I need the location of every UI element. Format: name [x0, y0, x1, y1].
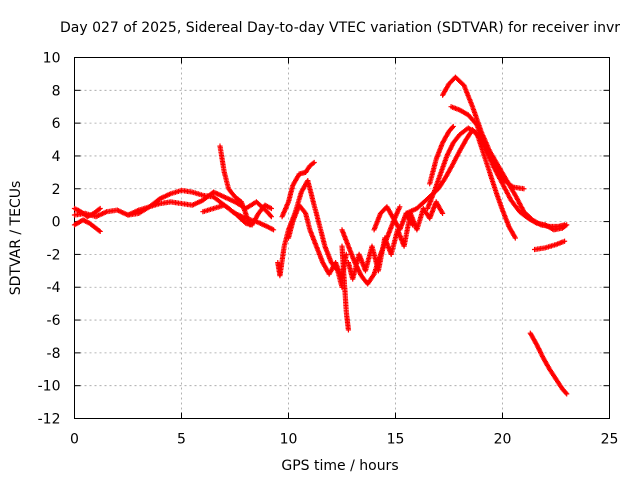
data-point — [247, 222, 253, 228]
y-tick-label: -10 — [38, 379, 61, 395]
y-tick-label: -8 — [47, 346, 61, 362]
y-tick-label: -4 — [47, 280, 61, 296]
data-point — [97, 228, 103, 235]
data-point — [267, 213, 274, 219]
data-point — [268, 205, 274, 212]
data-marks — [71, 74, 570, 397]
data-point — [561, 238, 568, 244]
data-point — [268, 214, 274, 220]
y-tick-label: 0 — [52, 215, 61, 231]
y-tick-label: 10 — [43, 51, 61, 67]
data-point — [564, 222, 570, 228]
y-tick-label: -2 — [47, 247, 61, 263]
data-point — [97, 205, 103, 212]
x-tick-labels: 0 5 10 15 20 25 — [70, 432, 618, 448]
x-tick-label: 25 — [601, 432, 619, 448]
x-tick-label: 0 — [70, 432, 79, 448]
y-tick-label: 4 — [52, 149, 61, 165]
data-point — [345, 327, 352, 333]
x-tick-label: 10 — [280, 432, 298, 448]
data-point — [270, 227, 277, 233]
data-point — [410, 222, 416, 228]
data-point — [311, 159, 317, 166]
data-point — [397, 204, 403, 210]
data-point — [310, 160, 316, 166]
y-tick-label: 2 — [52, 182, 61, 198]
data-point — [563, 223, 569, 229]
x-axis-label: GPS time / hours — [281, 458, 398, 474]
x-tick-label: 15 — [387, 432, 405, 448]
x-tick-label: 5 — [177, 432, 186, 448]
data-point — [450, 123, 456, 130]
x-tick-label: 20 — [494, 432, 512, 448]
y-axis-label: SDTVAR / TECUs — [8, 181, 24, 296]
data-point — [563, 390, 569, 396]
data-point — [96, 206, 102, 212]
plot-frame — [74, 57, 610, 419]
y-tick-label: -6 — [47, 313, 61, 329]
data-point — [521, 186, 527, 192]
axis-ticks — [74, 57, 610, 419]
data-point — [96, 228, 102, 234]
y-tick-label: 6 — [52, 116, 61, 132]
data-point — [512, 235, 518, 241]
grid — [74, 57, 610, 419]
chart-title: Day 027 of 2025, Sidereal Day-to-day VTE… — [60, 20, 620, 36]
data-point — [564, 391, 570, 397]
y-tick-labels: -12 -10 -8 -6 -4 -2 0 2 4 6 8 10 — [38, 51, 61, 428]
data-point — [439, 210, 446, 216]
data-point — [449, 124, 455, 130]
y-tick-label: -12 — [38, 412, 61, 428]
y-tick-label: 8 — [52, 83, 61, 99]
